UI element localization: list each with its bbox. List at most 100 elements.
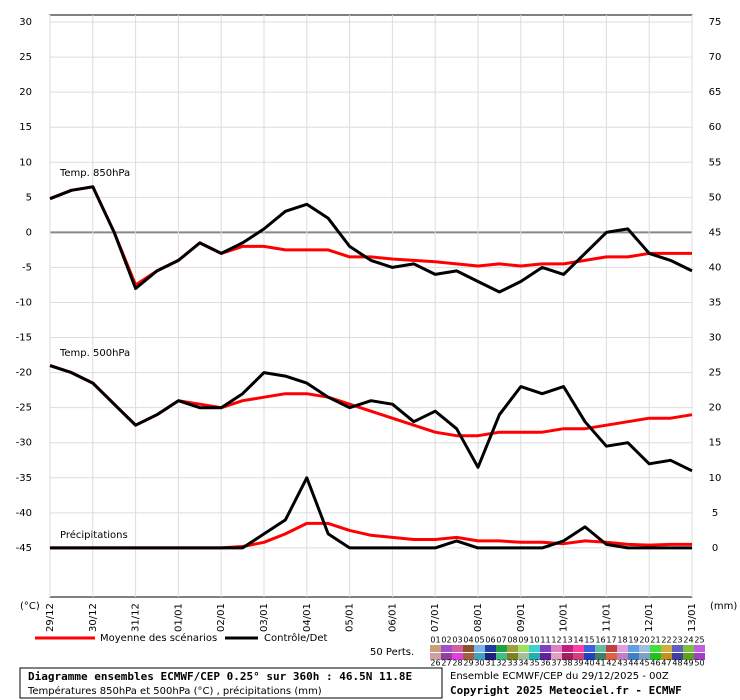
member-label: 32 [496, 659, 506, 668]
member-swatch [683, 645, 694, 652]
member-swatch [463, 645, 474, 652]
member-swatch [551, 653, 562, 660]
member-swatch [694, 645, 705, 652]
member-label: 40 [584, 659, 594, 668]
y2-axis-label: (mm) [710, 601, 737, 612]
member-label: 33 [507, 659, 517, 668]
y-tick-label: -10 [16, 297, 32, 308]
member-swatch [562, 653, 573, 660]
member-label: 26 [430, 659, 440, 668]
y-tick-label: 15 [19, 122, 32, 133]
footer-run: Ensemble ECMWF/CEP du 29/12/2025 - 00Z [450, 671, 669, 682]
member-label: 14 [573, 636, 583, 645]
member-swatch [672, 645, 683, 652]
member-swatch [639, 653, 650, 660]
y-tick-label: 0 [26, 227, 32, 238]
member-label: 07 [496, 636, 506, 645]
legend-label: Contrôle/Det [264, 632, 328, 644]
y-tick-label: 25 [19, 52, 32, 63]
footer-copyright: Copyright 2025 Meteociel.fr - ECMWF [450, 684, 682, 697]
member-swatch [551, 645, 562, 652]
x-tick-label: 31/12 [131, 603, 142, 632]
member-swatch [628, 645, 639, 652]
member-swatch [485, 653, 496, 660]
series-line [49, 185, 693, 294]
y-tick-label: 5 [26, 192, 32, 203]
x-tick-label: 04/01 [302, 603, 313, 632]
y-tick-label: 20 [19, 87, 32, 98]
member-swatch [507, 653, 518, 660]
member-swatch [430, 645, 441, 652]
x-tick-label: 03/01 [259, 603, 270, 632]
x-tick-label: 30/12 [88, 603, 99, 632]
member-label: 42 [606, 659, 616, 668]
member-swatch [683, 653, 694, 660]
member-label: 23 [672, 636, 682, 645]
member-label: 30 [474, 659, 484, 668]
x-tick-label: 13/01 [687, 603, 698, 632]
member-label: 49 [683, 659, 693, 668]
y2-tick-label: 25 [709, 368, 722, 379]
series-line [49, 364, 693, 473]
member-swatch [694, 653, 705, 660]
member-swatch [672, 653, 683, 660]
x-tick-label: 07/01 [430, 603, 441, 632]
member-label: 24 [683, 636, 693, 645]
member-swatch [474, 645, 485, 652]
series-line [50, 476, 692, 550]
x-tick-label: 12/01 [644, 603, 655, 632]
member-label: 15 [584, 636, 594, 645]
y2-tick-label: 65 [709, 87, 722, 98]
member-swatch [529, 653, 540, 660]
member-swatch [595, 645, 606, 652]
y-tick-label: -25 [16, 403, 32, 414]
member-label: 31 [485, 659, 495, 668]
y2-tick-label: 55 [709, 157, 722, 168]
member-label: 19 [628, 636, 638, 645]
annotation: Précipitations [60, 529, 128, 541]
member-swatch [485, 645, 496, 652]
member-swatch [518, 645, 529, 652]
y-axis-label: (°C) [20, 601, 40, 612]
member-label: 20 [639, 636, 649, 645]
member-swatch [584, 653, 595, 660]
member-label: 04 [463, 636, 473, 645]
y2-tick-label: 50 [709, 192, 722, 203]
member-swatch [639, 645, 650, 652]
member-swatch [507, 645, 518, 652]
member-swatch [463, 653, 474, 660]
member-swatch [540, 653, 551, 660]
member-label: 17 [606, 636, 616, 645]
y2-tick-label: 10 [709, 473, 722, 484]
member-label: 46 [650, 659, 660, 668]
legend-label: Moyenne des scénarios [100, 632, 217, 644]
member-label: 09 [518, 636, 528, 645]
member-label: 06 [485, 636, 495, 645]
member-label: 50 [694, 659, 704, 668]
x-tick-label: 10/01 [559, 603, 570, 632]
footer-subtitle: Températures 850hPa et 500hPa (°C) , pré… [27, 685, 322, 697]
member-label: 27 [441, 659, 451, 668]
y2-tick-label: 70 [709, 52, 722, 63]
annotation: Temp. 850hPa [59, 168, 130, 179]
member-swatch [441, 653, 452, 660]
y2-tick-label: 60 [709, 122, 722, 133]
y2-tick-label: 5 [712, 508, 718, 519]
member-swatch [518, 653, 529, 660]
member-swatch [650, 645, 661, 652]
member-swatch [573, 645, 584, 652]
x-tick-label: 01/01 [173, 603, 184, 632]
x-tick-label: 08/01 [473, 603, 484, 632]
y2-tick-label: 45 [709, 227, 722, 238]
member-label: 45 [639, 659, 649, 668]
member-label: 34 [518, 659, 528, 668]
member-label: 21 [650, 636, 660, 645]
member-label: 39 [573, 659, 583, 668]
member-label: 05 [474, 636, 484, 645]
member-label: 29 [463, 659, 473, 668]
member-swatch [452, 645, 463, 652]
member-swatch [441, 645, 452, 652]
annotation: Temp. 500hPa [59, 348, 130, 359]
